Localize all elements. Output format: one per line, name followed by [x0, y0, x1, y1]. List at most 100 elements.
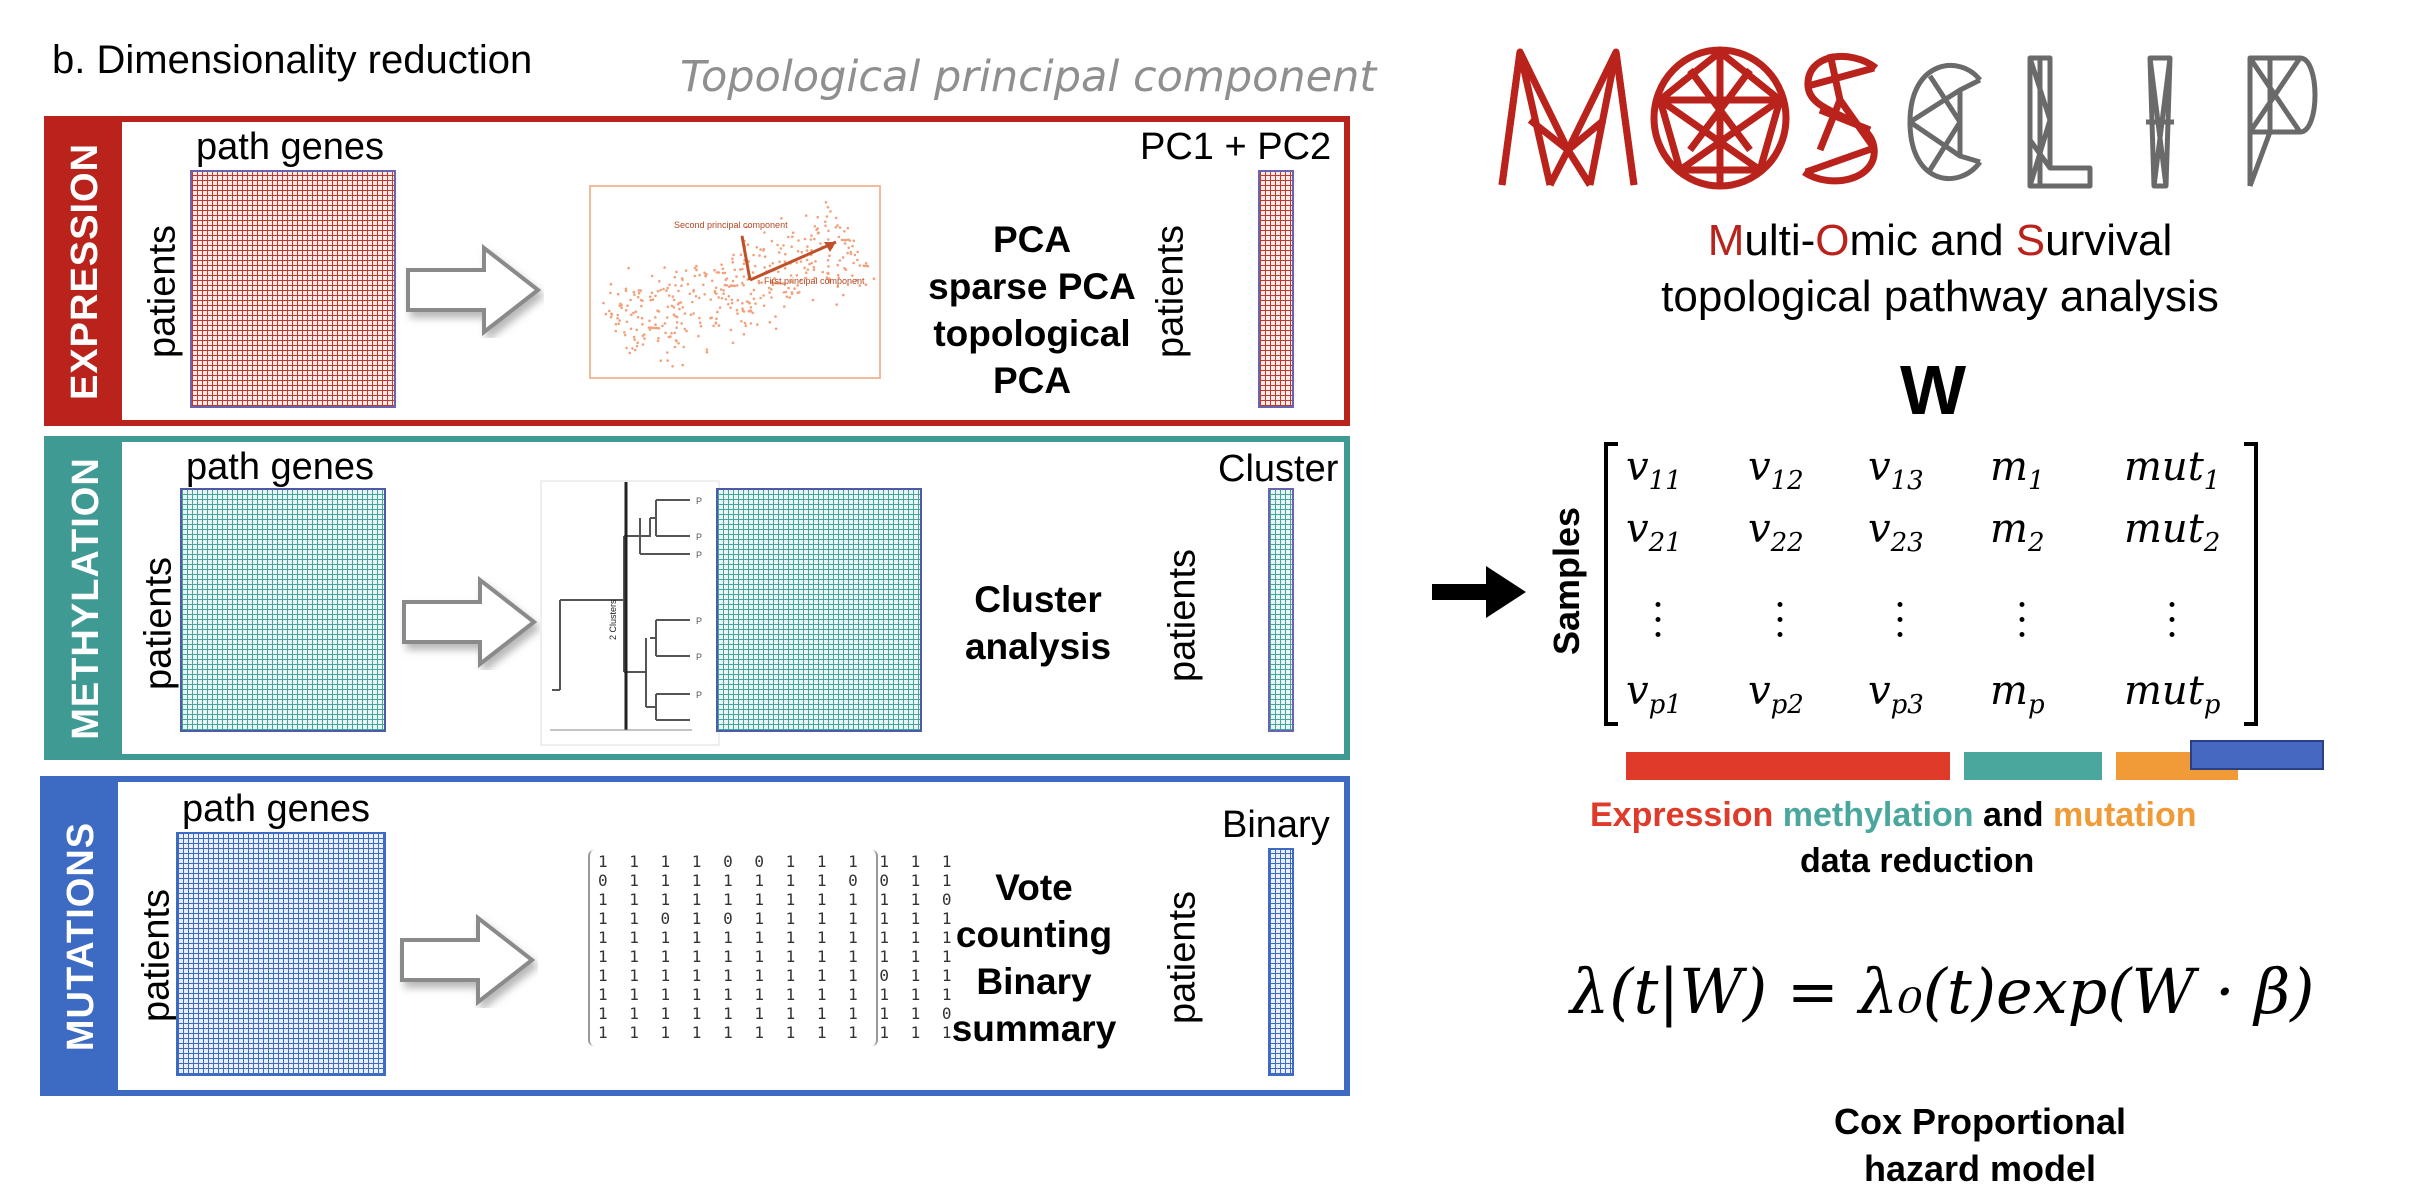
expression-result-label: PC1 + PC2 [1140, 126, 1332, 168]
matrix-cell: v12 [1748, 444, 1804, 496]
expression-side-label: EXPRESSION [64, 142, 107, 400]
binary-row: 1 1 0 1 0 1 1 1 1 1 1 1 [598, 909, 958, 928]
matrix-cell: v21 [1626, 506, 1682, 558]
cox-line1: Cox Proportional [1833, 1101, 2126, 1142]
mutations-gene-matrix [176, 832, 386, 1076]
matrix-name: W [1900, 351, 1967, 429]
svg-text:P: P [696, 652, 702, 662]
matrix-cell: mp [1990, 668, 2045, 720]
method-line: Binary [976, 961, 1092, 1002]
mutations-side-label: MUTATIONS [60, 821, 103, 1051]
legend-line1: Expression methylation and mutation [1590, 796, 2196, 835]
samples-label: Samples [1546, 506, 1587, 656]
binary-row: 1 1 1 1 1 1 1 1 1 1 1 0 [598, 1004, 958, 1023]
binary-row: 1 1 1 1 1 1 1 1 1 1 1 1 [598, 947, 958, 966]
mutations-patients-label: patients [135, 888, 178, 1023]
svg-text:P: P [696, 496, 702, 506]
binary-row: 1 1 1 1 1 1 1 1 1 1 1 0 [598, 890, 958, 909]
expression-bar [1626, 752, 1950, 780]
cox-model-label: Cox Proportional hazard model [1700, 1098, 2260, 1192]
mutations-result-label: Binary [1222, 804, 1330, 846]
legend-line2: data reduction [1800, 842, 2035, 880]
legend-mutation: mutation [2052, 796, 2197, 834]
matrix-cell: vp2 [1748, 668, 1804, 720]
logo-subtitle-line1: Multi-Omic and Survival [1560, 214, 2320, 268]
expression-methods: PCA sparse PCA topological PCA [912, 216, 1152, 404]
matrix-cell: mut1 [2124, 444, 2221, 496]
method-line: analysis [964, 626, 1112, 667]
subtitle-part: mic and [1849, 216, 2016, 265]
expression-arrow [406, 243, 542, 337]
method-line: PCA [992, 219, 1072, 260]
matrix-cell: v11 [1626, 444, 1682, 496]
matrix-cell: mut2 [2124, 506, 2221, 558]
clusters-label: 2 Clusters [608, 599, 618, 640]
moscl-ip-logo [1498, 46, 2318, 190]
matrix-brackets [1604, 442, 2258, 726]
method-line: topological [933, 313, 1131, 354]
matrix-cell: m2 [1990, 506, 2045, 558]
section-title: b. Dimensionality reduction [52, 38, 533, 82]
mutations-path-genes-label: path genes [182, 788, 371, 830]
mutations-methods: Vote counting Binary summary [914, 864, 1154, 1052]
binary-row: 1 1 1 1 1 1 1 1 1 1 1 1 [598, 1023, 958, 1042]
binary-row: 0 1 1 1 1 1 1 1 0 0 1 1 [598, 871, 958, 890]
method-line: Cluster [974, 579, 1102, 620]
mutations-side-bar: MUTATIONS [46, 782, 118, 1090]
cox-formula: λ(t|W) = λ₀(t)exp(W · β) [1570, 955, 2315, 1028]
pca-second-component-label: Second principal component [674, 220, 788, 230]
methylation-methods: Cluster analysis [918, 576, 1158, 670]
methylation-arrow [402, 575, 538, 669]
expression-gene-matrix [190, 170, 396, 408]
matrix-cell: vp1 [1626, 668, 1682, 720]
svg-text:P: P [696, 532, 702, 542]
pca-scatter-thumbnail: Second principal component First princip… [589, 185, 881, 379]
expression-side-bar: EXPRESSION [50, 122, 122, 420]
pca-first-component-label: First principal component [764, 276, 865, 286]
mutations-arrow [400, 913, 536, 1007]
method-line: Vote [995, 867, 1073, 908]
dendrogram-thumbnail: 2 Clusters PPP PPP [540, 480, 720, 746]
expression-patients-label: patients [141, 224, 184, 359]
methylation-side-label: METHYLATION [64, 456, 107, 740]
methylation-result-patients-label: patients [1161, 548, 1204, 683]
matrix-vdots: · · · [2016, 583, 2029, 657]
expression-result-patients-label: patients [1149, 224, 1192, 359]
mutation-blue-bar [2190, 740, 2324, 770]
methylation-path-genes-label: path genes [186, 446, 375, 488]
subtitle-part: ulti- [1744, 216, 1816, 265]
cox-line2: hazard model [1863, 1148, 2097, 1189]
methylation-result-label: Cluster [1218, 448, 1339, 490]
binary-row: 1 1 1 1 1 1 1 1 1 0 1 1 [598, 966, 958, 985]
matrix-vdots: · · · [1894, 583, 1907, 657]
matrix-cell: vp3 [1868, 668, 1924, 720]
methylation-cluster-matrix [716, 488, 922, 732]
binary-row: 1 1 1 1 1 1 1 1 1 1 1 1 [598, 985, 958, 1004]
svg-text:P: P [696, 690, 702, 700]
matrix-vdots: · · · [2166, 583, 2179, 657]
binary-row: 1 1 1 1 1 1 1 1 1 1 1 1 [598, 928, 958, 947]
mutations-result-column [1268, 848, 1294, 1076]
methylation-result-column [1268, 488, 1294, 732]
method-line: PCA [992, 360, 1072, 401]
method-line: summary [951, 1008, 1117, 1049]
matrix-cell: v22 [1748, 506, 1804, 558]
matrix-cell: v13 [1868, 444, 1924, 496]
method-line: counting [955, 914, 1113, 955]
methylation-side-bar: METHYLATION [50, 442, 122, 754]
logo-subtitle-line2: topological pathway analysis [1661, 272, 2219, 321]
legend-methylation: methylation [1782, 796, 1974, 834]
subtitle-initial: O [1815, 216, 1850, 265]
topological-title: Topological principal component [680, 52, 1377, 102]
method-line: sparse PCA [928, 266, 1136, 307]
methylation-gene-matrix [180, 488, 386, 732]
matrix-vdots: · · · [1652, 583, 1665, 657]
matrix-cell: mutp [2124, 668, 2221, 720]
matrix-cell: v23 [1868, 506, 1924, 558]
subtitle-part: urvival [2045, 216, 2173, 265]
expression-path-genes-label: path genes [196, 126, 385, 168]
binary-row: 1 1 1 1 0 0 1 1 1 1 1 1 [598, 852, 958, 871]
legend-expression: Expression [1590, 796, 1774, 834]
subtitle-initial: S [2015, 216, 2046, 265]
